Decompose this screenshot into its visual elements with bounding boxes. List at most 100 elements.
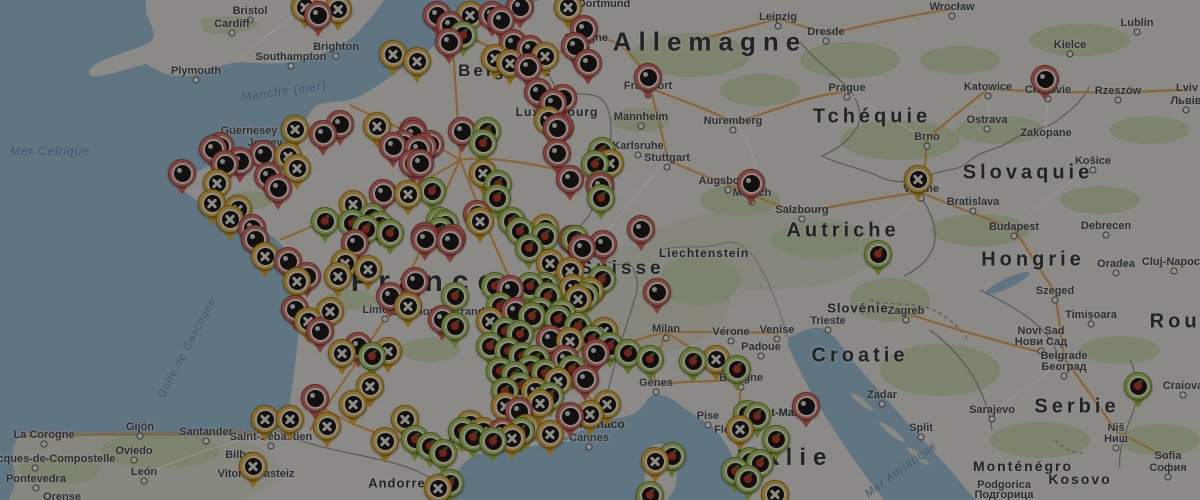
map-pin-camera-lens[interactable] xyxy=(168,159,196,199)
map-pin-camera-lens[interactable] xyxy=(543,139,571,179)
map-pin-crossed-tools[interactable] xyxy=(394,180,422,220)
pin-tail xyxy=(490,209,504,220)
map-pin-berry[interactable] xyxy=(429,439,457,479)
water-adriatic xyxy=(788,327,976,500)
map-pin-berry[interactable] xyxy=(441,312,469,352)
pin-bulb xyxy=(556,165,584,193)
map-pin-berry[interactable] xyxy=(587,184,615,224)
pin-tail xyxy=(485,26,499,37)
city-label: Cluj-Napoca xyxy=(1141,256,1200,268)
map-pin-berry[interactable] xyxy=(376,219,404,259)
city-label: Nuremberg xyxy=(703,115,763,127)
map-pin-crossed-tools[interactable] xyxy=(394,292,422,332)
city-dot xyxy=(1087,320,1095,328)
city-label: Bratislava xyxy=(946,196,1000,208)
city-label: Gijón xyxy=(125,421,155,433)
map-pin-camera-lens[interactable] xyxy=(574,49,602,89)
map-pin-crossed-tools[interactable] xyxy=(251,242,279,282)
map-pin-camera-lens[interactable] xyxy=(411,225,439,265)
map-pin-berry[interactable] xyxy=(864,240,892,280)
berry-icon xyxy=(639,484,661,500)
map-pin-crossed-tools[interactable] xyxy=(328,339,356,379)
map-pin-camera-lens[interactable] xyxy=(436,227,464,267)
city-dot xyxy=(988,415,996,423)
city-label: Zagreb xyxy=(887,305,925,317)
city-label: Kielce xyxy=(1053,39,1087,51)
map-pin-crossed-tools[interactable] xyxy=(641,447,669,487)
map-pin-camera-lens[interactable] xyxy=(406,149,434,189)
pin-bulb xyxy=(424,474,452,500)
map-pin-camera-lens[interactable] xyxy=(634,63,662,103)
berry-icon xyxy=(444,285,466,307)
map-pin-berry[interactable] xyxy=(762,425,790,465)
map-pin-camera-lens[interactable] xyxy=(264,174,292,214)
map-pin-camera-lens[interactable] xyxy=(737,169,765,209)
city-dot xyxy=(1170,267,1178,275)
map-pin-crossed-tools[interactable] xyxy=(726,415,754,455)
map-pin-camera-lens[interactable] xyxy=(556,402,584,442)
map-pin-berry[interactable] xyxy=(1124,372,1152,412)
map-pin-crossed-tools[interactable] xyxy=(403,47,431,87)
map-pin-camera-lens[interactable] xyxy=(556,165,584,205)
pin-tail xyxy=(594,209,608,220)
map-pin-crossed-tools[interactable] xyxy=(239,452,267,492)
pin-tail xyxy=(378,452,392,463)
map-pin-crossed-tools[interactable] xyxy=(324,262,352,302)
pin-bulb xyxy=(406,149,434,177)
map-pin-camera-lens[interactable] xyxy=(1031,65,1059,105)
map-pin-berry[interactable] xyxy=(636,345,664,385)
pin-bulb xyxy=(515,234,543,262)
map-pin-camera-lens[interactable] xyxy=(627,215,655,255)
city-label: Oradea xyxy=(1097,258,1135,270)
camera-lens-icon xyxy=(517,56,539,78)
map-pin-camera-lens[interactable] xyxy=(199,135,227,175)
map-pin-crossed-tools[interactable] xyxy=(536,420,564,460)
map-pin-berry[interactable] xyxy=(679,347,707,387)
map-pin-crossed-tools[interactable] xyxy=(371,427,399,467)
map-pin-camera-lens[interactable] xyxy=(304,1,332,41)
map-pin-crossed-tools[interactable] xyxy=(379,40,407,80)
city-label: Dresde xyxy=(807,26,845,38)
pin-bulb xyxy=(401,267,429,295)
crossed-tools-icon xyxy=(539,423,561,445)
map-pin-berry[interactable] xyxy=(636,481,664,500)
map-pin-crossed-tools[interactable] xyxy=(316,297,344,337)
city-label: Katowice xyxy=(963,81,1013,93)
map-pin-camera-lens[interactable] xyxy=(792,392,820,432)
map-pin-camera-lens[interactable] xyxy=(435,28,463,68)
map-pin-crossed-tools[interactable] xyxy=(251,405,279,445)
pin-bulb xyxy=(636,345,664,373)
city-label: Plymouth xyxy=(170,65,222,77)
map-pin-crossed-tools[interactable] xyxy=(276,405,304,445)
map-pin-berry[interactable] xyxy=(614,339,642,379)
pin-tail xyxy=(410,72,424,83)
map-pin-berry[interactable] xyxy=(723,355,751,395)
map-pin-berry[interactable] xyxy=(479,427,507,467)
map-pin-camera-lens[interactable] xyxy=(309,120,337,160)
map-pin-camera-lens[interactable] xyxy=(241,225,269,265)
pin-tail xyxy=(381,362,395,373)
map-pin-crossed-tools[interactable] xyxy=(339,390,367,430)
country-label: Slovénie xyxy=(827,300,889,316)
map-pin-crossed-tools[interactable] xyxy=(354,255,382,295)
pin-bulb xyxy=(636,481,664,500)
pin-bulb xyxy=(411,225,439,253)
map-pin-crossed-tools[interactable] xyxy=(313,412,341,452)
country-label: Slovaquie xyxy=(962,161,1094,184)
map-pin-camera-lens[interactable] xyxy=(301,384,329,424)
map-pin-berry[interactable] xyxy=(515,234,543,274)
map-pin-crossed-tools[interactable] xyxy=(374,337,402,377)
map-pin-camera-lens[interactable] xyxy=(643,278,671,318)
map-pin-camera-lens[interactable] xyxy=(589,230,617,270)
map-pin-berry[interactable] xyxy=(311,207,339,247)
map-pin-crossed-tools[interactable] xyxy=(904,165,932,205)
pin-bulb xyxy=(264,174,292,202)
pin-bulb xyxy=(582,339,610,367)
map-pin-berry[interactable] xyxy=(734,465,762,500)
map-pin-crossed-tools[interactable] xyxy=(424,474,452,500)
map-pin-crossed-tools[interactable] xyxy=(554,0,582,33)
map-pin-crossed-tools[interactable] xyxy=(466,207,494,247)
map-pin-camera-lens[interactable] xyxy=(306,317,334,357)
map-pin-crossed-tools[interactable] xyxy=(761,480,789,500)
